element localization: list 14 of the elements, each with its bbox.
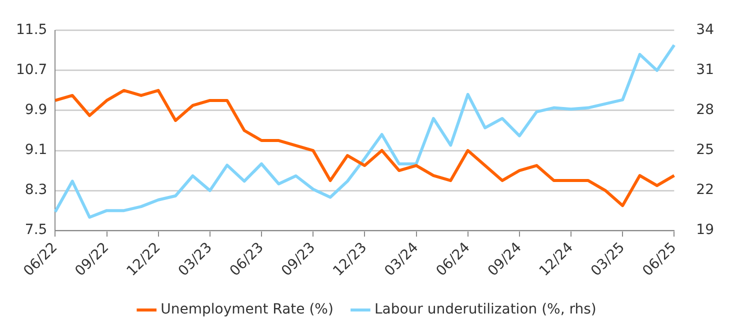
y2-tick-label: 31 [696,62,714,78]
y-tick-label: 7.5 [24,222,48,238]
y2-tick-label: 34 [696,22,714,38]
y2-tick-label: 28 [696,102,714,118]
legend-label: Labour underutilization (%, rhs) [374,302,596,318]
y2-tick-label: 19 [696,222,714,238]
y-tick-label: 9.9 [24,102,48,118]
y2-tick-label: 25 [696,142,714,158]
y2-tick-label: 22 [696,182,714,198]
y-tick-label: 8.3 [24,182,48,198]
y-tick-label: 9.1 [24,142,48,158]
y-tick-label: 10.7 [16,62,48,78]
legend-label: Unemployment Rate (%) [160,302,334,318]
y-tick-label: 11.5 [16,22,48,38]
